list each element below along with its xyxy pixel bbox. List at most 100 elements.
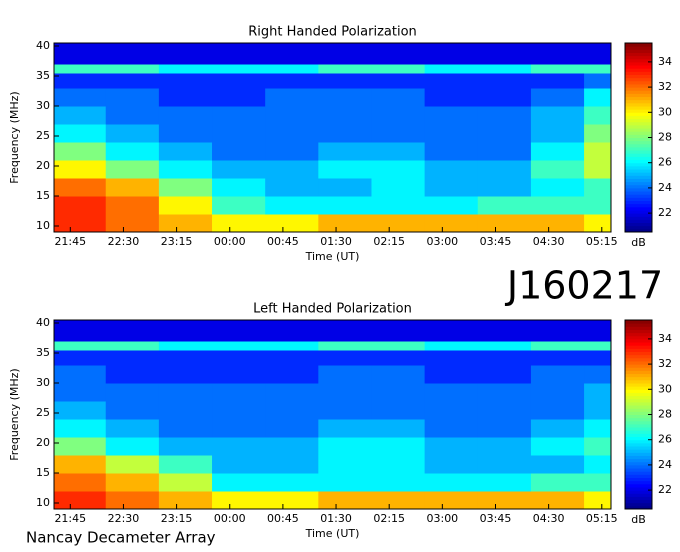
colorbar-tick-label: 34 <box>658 55 672 68</box>
heat-cell <box>105 178 160 197</box>
heat-cell <box>265 43 319 65</box>
heat-cell <box>477 178 532 197</box>
heat-cell <box>318 419 372 438</box>
heat-cell <box>54 437 107 456</box>
colorbar-step <box>625 213 652 217</box>
colorbar-step <box>625 367 652 371</box>
colorbar-step <box>625 203 652 208</box>
colorbar-step <box>625 216 652 220</box>
colorbar-step <box>625 77 652 82</box>
colorbar-tick-label: 26 <box>658 156 672 169</box>
heat-cell <box>158 73 213 89</box>
x-tick-label: 03:45 <box>480 235 512 248</box>
colorbar-step <box>625 471 652 475</box>
heat-cell <box>477 106 532 125</box>
colorbar-step <box>625 146 652 151</box>
heat-cell <box>105 473 160 492</box>
heat-cell <box>584 64 612 74</box>
heat-cell <box>477 401 532 420</box>
heat-cell <box>158 365 213 384</box>
heat-cell <box>424 73 479 89</box>
heat-cell <box>158 437 213 456</box>
heat-cell <box>584 196 612 215</box>
heat-cell <box>105 214 160 233</box>
heat-cell <box>371 214 426 233</box>
colorbar-step <box>625 351 652 356</box>
colorbar-step <box>625 209 652 214</box>
heat-cell <box>371 473 426 492</box>
heat-cell <box>477 142 532 161</box>
heat-cell <box>477 124 532 143</box>
colorbar-step <box>625 150 652 154</box>
heat-cell <box>371 73 426 89</box>
y-tick-label: 25 <box>36 129 50 142</box>
heat-cell <box>318 160 372 179</box>
heat-cell <box>530 106 585 125</box>
heat-cell <box>54 350 107 366</box>
heat-cell <box>158 491 213 510</box>
heat-cell <box>105 106 160 125</box>
colorbar-step <box>625 464 652 469</box>
heat-cell <box>477 491 532 510</box>
heat-cell <box>212 124 266 143</box>
plot-frame <box>53 42 612 233</box>
colorbar-step <box>625 156 652 161</box>
colorbar-step <box>625 106 652 110</box>
heat-cell <box>424 473 479 492</box>
colorbar-step <box>625 96 652 101</box>
colorbar-step <box>625 143 652 148</box>
heat-cell <box>530 419 585 438</box>
heat-cell <box>584 160 612 179</box>
x-tick-label: 04:30 <box>533 512 565 525</box>
heat-cell <box>265 401 319 420</box>
colorbar-label: dB <box>631 513 646 526</box>
x-tick-label: 00:00 <box>214 235 246 248</box>
observation-id: J160217 <box>505 264 663 308</box>
heat-cell <box>424 350 479 366</box>
heat-cell <box>54 106 107 125</box>
x-tick-label: 02:15 <box>373 512 405 525</box>
colorbar-step <box>625 427 652 431</box>
colorbar-step <box>625 225 652 230</box>
colorbar-step <box>625 411 652 415</box>
heat-cell <box>105 88 160 107</box>
heat-cell <box>54 383 107 402</box>
heat-cell <box>158 473 213 492</box>
colorbar-step <box>625 354 652 359</box>
heat-cell <box>265 73 319 89</box>
heat-cell <box>530 455 585 474</box>
heat-cell <box>584 401 612 420</box>
colorbar-step <box>625 483 652 488</box>
colorbar-step <box>625 112 652 116</box>
heat-cell <box>530 73 585 89</box>
colorbar-tick-label: 28 <box>658 408 672 421</box>
colorbar-tick-label: 30 <box>658 105 672 118</box>
heat-cell <box>54 473 107 492</box>
heat-cell <box>530 88 585 107</box>
heat-cell <box>212 419 266 438</box>
y-axis-label: Frequency (MHz) <box>8 91 21 183</box>
heat-cell <box>105 142 160 161</box>
colorbar-step <box>625 338 652 343</box>
colorbar-step <box>625 499 652 504</box>
colorbar-step <box>625 128 652 132</box>
colorbar-tick-label: 32 <box>658 357 672 370</box>
heat-cell <box>371 401 426 420</box>
heat-cell <box>212 160 266 179</box>
colorbar-step <box>625 455 652 460</box>
heat-cell <box>212 88 266 107</box>
colorbar-step <box>625 420 652 425</box>
colorbar-step <box>625 55 652 60</box>
colorbar-step <box>625 468 652 472</box>
heat-cell <box>584 106 612 125</box>
heat-cell <box>530 160 585 179</box>
heat-cell <box>477 455 532 474</box>
colorbar-tick-label: 24 <box>658 181 672 194</box>
heat-cell <box>265 196 319 215</box>
colorbar-step <box>625 159 652 164</box>
heat-cell <box>318 350 372 366</box>
heat-cell <box>54 196 107 215</box>
heat-cell <box>105 455 160 474</box>
colorbar-step <box>625 134 652 138</box>
